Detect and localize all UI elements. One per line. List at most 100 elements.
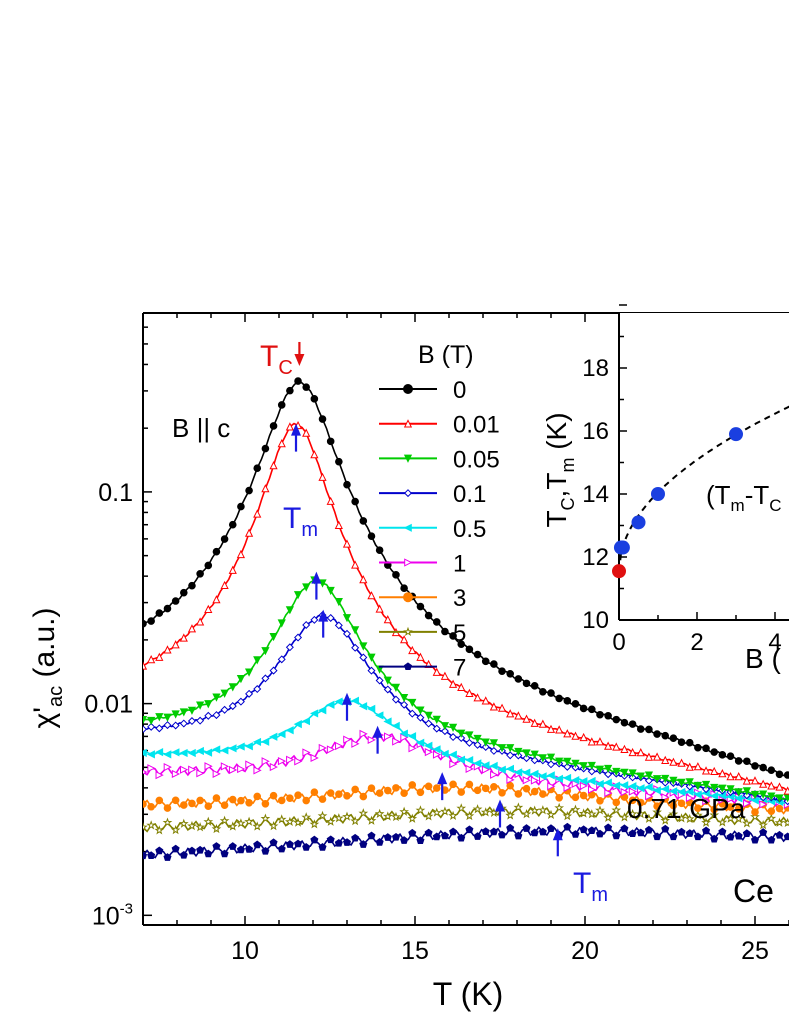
data-point: [514, 790, 523, 798]
data-point: [547, 689, 555, 697]
data-point: [490, 783, 498, 791]
data-point: [653, 730, 661, 738]
legend-item: 0.01: [379, 412, 500, 439]
data-point: [180, 801, 188, 809]
data-point: [212, 769, 221, 778]
data-point: [143, 661, 148, 670]
data-point: [155, 713, 164, 722]
data-point: [403, 523, 412, 532]
data-point: [489, 827, 498, 836]
data-point: [726, 803, 735, 811]
data-point: [685, 782, 694, 791]
data-point: [513, 802, 524, 812]
data-point: [400, 635, 409, 644]
data-point: [473, 759, 482, 768]
data-point: [391, 811, 401, 822]
data-point: [143, 748, 147, 758]
data-point: [253, 656, 262, 665]
inset-fit-curve: [618, 405, 789, 572]
data-point: [171, 640, 180, 649]
data-point: [465, 825, 474, 834]
data-point: [489, 739, 498, 748]
pressure-label: 0.71 GPa: [627, 793, 746, 824]
data-point: [163, 750, 172, 759]
y-tick-label: 0.01: [84, 691, 133, 719]
data-point: [432, 618, 441, 626]
data-point: [522, 768, 531, 777]
data-point: [269, 422, 278, 430]
data-point: [742, 787, 751, 796]
data-point: [604, 741, 613, 750]
data-point: [530, 756, 539, 765]
data-point: [253, 685, 262, 694]
data-point: [767, 792, 776, 801]
data-point: [261, 846, 270, 855]
data-point: [302, 620, 311, 629]
data-point: [392, 737, 401, 746]
legend-item: 0: [379, 377, 466, 404]
tm-arrow: [291, 423, 301, 452]
data-point: [465, 738, 474, 747]
data-point: [285, 606, 294, 615]
data-point: [563, 822, 572, 831]
data-point: [571, 731, 580, 740]
data-point: [677, 827, 686, 836]
data-point: [374, 808, 385, 818]
data-point: [228, 565, 237, 574]
data-point: [571, 776, 580, 785]
data-point: [294, 757, 303, 766]
data-point: [179, 748, 188, 758]
data-point: [277, 401, 286, 409]
legend-title: B (T): [418, 341, 474, 369]
data-point: [408, 645, 417, 655]
data-point: [253, 509, 262, 518]
data-point: [693, 790, 702, 799]
data-point: [620, 718, 629, 727]
data-point: [261, 647, 270, 656]
data-point: [775, 794, 784, 803]
data-point: [571, 700, 580, 708]
data-point: [334, 621, 343, 630]
data-point: [147, 851, 156, 859]
data-point: [587, 826, 596, 835]
data-point: [481, 738, 490, 747]
data-point: [669, 734, 678, 742]
data-point: [375, 838, 384, 846]
data-point: [358, 702, 368, 711]
data-point: [359, 729, 368, 738]
data-point: [465, 688, 474, 697]
data-point: [539, 790, 547, 798]
data-point: [546, 809, 556, 819]
data-point: [620, 824, 629, 833]
data-point: [342, 614, 352, 623]
data-point: [342, 838, 352, 846]
data-point: [403, 489, 413, 498]
data-point: [775, 830, 784, 839]
data-point: [774, 817, 785, 827]
data-point: [408, 709, 417, 718]
data-point: [187, 748, 196, 758]
data-point: [743, 757, 751, 766]
tm-arrow: [495, 799, 505, 828]
data-point: [196, 769, 205, 778]
data-point: [775, 770, 784, 779]
data-point: [403, 626, 413, 637]
data-point: [652, 775, 662, 784]
data-point: [701, 766, 711, 775]
data-point: [277, 730, 286, 739]
data-point: [408, 828, 417, 837]
data-point: [196, 796, 204, 805]
data-point: [154, 825, 165, 835]
data-point: [403, 419, 413, 428]
data-point: [546, 824, 556, 832]
data-point: [457, 640, 466, 649]
data-point: [743, 799, 752, 808]
data-point: [481, 742, 490, 751]
inset-tm-point: [729, 427, 743, 442]
data-point: [269, 632, 278, 642]
data-point: [709, 809, 720, 820]
data-point: [490, 660, 498, 668]
data-point: [204, 849, 213, 858]
data-point: [441, 627, 449, 636]
